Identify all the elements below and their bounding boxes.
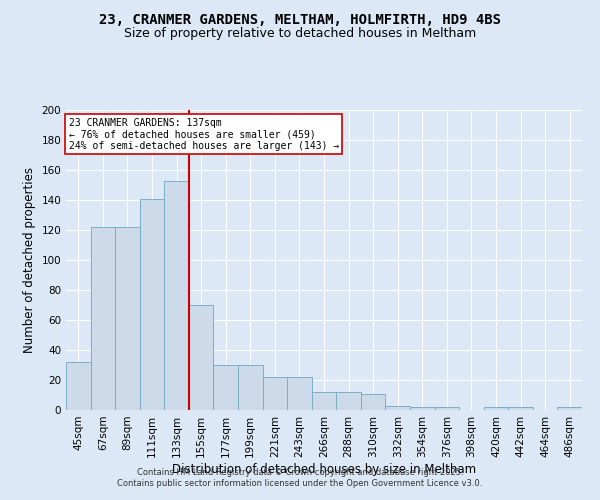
Bar <box>189 305 214 410</box>
Bar <box>312 392 336 410</box>
Bar <box>140 198 164 410</box>
Bar <box>361 394 385 410</box>
Bar <box>238 365 263 410</box>
Text: Contains HM Land Registry data © Crown copyright and database right 2025.
Contai: Contains HM Land Registry data © Crown c… <box>118 468 482 487</box>
Bar <box>434 407 459 410</box>
X-axis label: Distribution of detached houses by size in Meltham: Distribution of detached houses by size … <box>172 462 476 475</box>
Bar <box>91 227 115 410</box>
Bar <box>115 227 140 410</box>
Bar <box>557 407 582 410</box>
Bar <box>484 407 508 410</box>
Bar <box>263 377 287 410</box>
Bar <box>66 362 91 410</box>
Y-axis label: Number of detached properties: Number of detached properties <box>23 167 36 353</box>
Text: 23, CRANMER GARDENS, MELTHAM, HOLMFIRTH, HD9 4BS: 23, CRANMER GARDENS, MELTHAM, HOLMFIRTH,… <box>99 12 501 26</box>
Bar <box>214 365 238 410</box>
Text: Size of property relative to detached houses in Meltham: Size of property relative to detached ho… <box>124 28 476 40</box>
Bar <box>287 377 312 410</box>
Bar <box>410 407 434 410</box>
Bar <box>508 407 533 410</box>
Bar <box>336 392 361 410</box>
Text: 23 CRANMER GARDENS: 137sqm
← 76% of detached houses are smaller (459)
24% of sem: 23 CRANMER GARDENS: 137sqm ← 76% of deta… <box>68 118 339 150</box>
Bar <box>385 406 410 410</box>
Bar <box>164 180 189 410</box>
